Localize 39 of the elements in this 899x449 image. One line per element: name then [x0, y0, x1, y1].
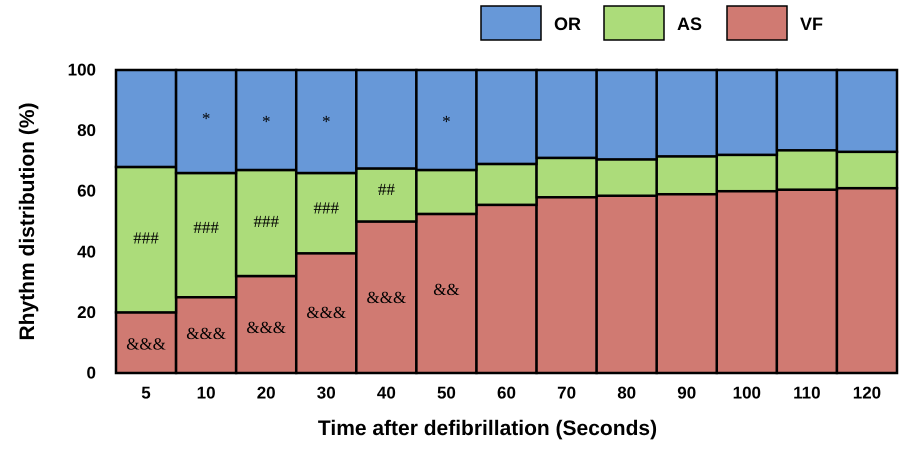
annotation: ### [193, 218, 220, 238]
y-tick-label: 20 [77, 302, 96, 322]
y-tick-label: 40 [77, 242, 96, 262]
x-axis-title: Time after defibrillation (Seconds) [318, 417, 658, 440]
y-tick-label: 60 [77, 182, 96, 201]
annotation: &&& [306, 302, 346, 322]
annotation: &&& [126, 334, 166, 354]
x-tick-label: 40 [376, 384, 396, 402]
annotation: * [442, 112, 451, 132]
x-tick-label: 100 [732, 384, 761, 402]
annotation: ### [133, 228, 160, 248]
y-tick-label: 0 [86, 364, 96, 382]
annotation: * [202, 108, 210, 128]
annotation: * [322, 112, 331, 132]
x-tick-label: 10 [196, 384, 216, 402]
legend-label: AS [677, 14, 702, 34]
annotation: &&& [366, 288, 406, 307]
annotation: * [262, 112, 270, 132]
x-tick-label: 90 [677, 384, 696, 402]
annotation: ## [378, 180, 396, 200]
legend-label: OR [554, 14, 581, 34]
y-axis-title: Rhythm distribution (%) [16, 102, 39, 340]
y-tick-label: 100 [68, 60, 96, 80]
x-tick-label: 120 [852, 384, 882, 402]
annotation: &&& [186, 324, 226, 344]
annotation: ### [314, 198, 340, 218]
x-tick-label: 70 [557, 384, 576, 402]
x-tick-label: 30 [316, 384, 336, 402]
x-tick-label: 50 [436, 384, 456, 402]
legend-label: VF [800, 14, 824, 34]
x-tick-label: 80 [617, 384, 636, 402]
x-tick-label: 60 [497, 384, 516, 402]
x-tick-label: 20 [256, 384, 276, 402]
x-tick-label: 5 [141, 384, 151, 402]
x-tick-label: 110 [793, 384, 821, 402]
annotation: ### [253, 212, 280, 231]
annotation: &&& [246, 318, 286, 338]
y-tick-label: 80 [77, 121, 96, 140]
annotation: && [433, 280, 460, 300]
